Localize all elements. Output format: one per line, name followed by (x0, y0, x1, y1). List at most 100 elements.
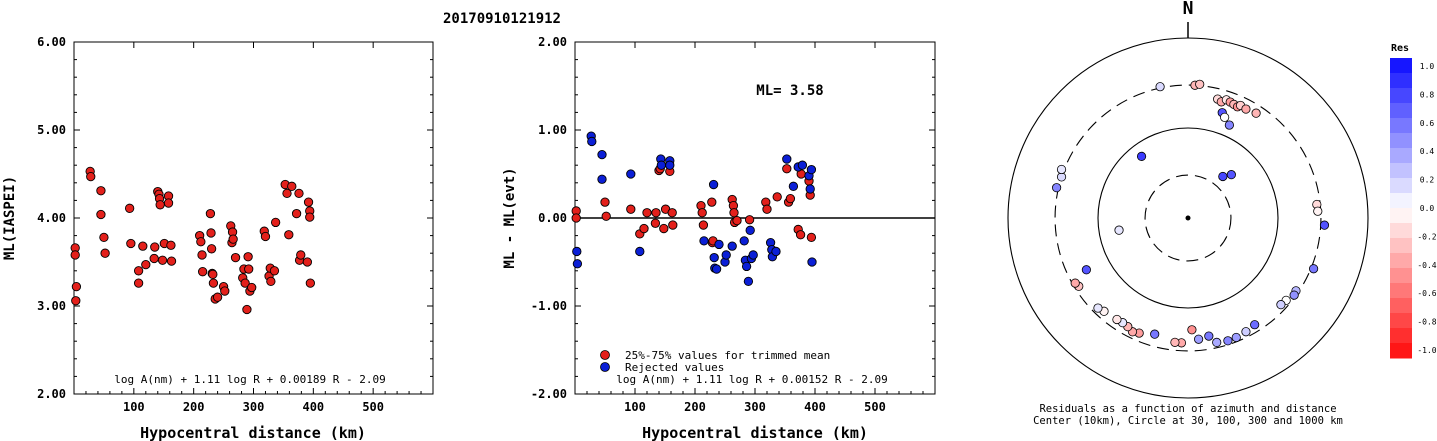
data-point (709, 252, 719, 263)
panel1-points (70, 166, 315, 315)
station-point (1114, 225, 1124, 235)
colorbar-cell (1390, 253, 1412, 269)
data-point (302, 257, 312, 267)
colorbar-tick-label: 1.0 (1420, 62, 1435, 71)
ml-vs-distance-panel: 100 200 300 400 500 2.00 3.00 4.00 5.00 6.00 log … (2, 35, 434, 441)
data-point (772, 192, 782, 202)
data-point (305, 278, 315, 288)
data-point (744, 215, 755, 225)
data-point (667, 208, 677, 218)
data-point (205, 208, 216, 219)
data-point (244, 264, 254, 274)
legend-label-rejected: Rejected values (625, 361, 724, 374)
panel2-xtick-label: 300 (744, 400, 766, 414)
data-point (242, 304, 252, 315)
colorbar-cell (1390, 238, 1412, 254)
data-point (601, 211, 611, 221)
data-point (155, 200, 165, 210)
data-point (699, 236, 709, 246)
polar-residual-panel: N Residuals as a function of azimuth and… (1007, 0, 1369, 427)
station-point (1187, 325, 1197, 335)
station-point (1308, 264, 1319, 274)
ring-30km (1144, 174, 1232, 262)
station-point (1070, 278, 1080, 288)
station-point (1220, 112, 1230, 122)
colorbar-tick-label: 0.0 (1420, 204, 1435, 213)
data-point (651, 208, 661, 218)
panel2-xtick-label: 500 (864, 400, 886, 414)
data-point (133, 266, 144, 276)
colorbar-cell (1390, 118, 1412, 134)
data-point (247, 282, 257, 293)
data-point (149, 253, 159, 264)
colorbar-tick-label: 0.4 (1420, 147, 1435, 156)
data-point (99, 232, 109, 243)
north-label: N (1183, 0, 1194, 19)
station-point (1218, 171, 1228, 182)
data-point (743, 276, 754, 287)
colorbar-cell (1390, 88, 1412, 104)
epicenter-marker (1185, 215, 1191, 221)
colorbar-cell (1390, 103, 1412, 119)
station-point (1136, 151, 1147, 161)
station-point (1150, 329, 1160, 339)
data-point (284, 230, 294, 240)
panel2-xtick-label: 400 (804, 400, 826, 414)
station-point (1052, 183, 1062, 193)
data-point (70, 250, 80, 260)
data-point (96, 209, 106, 220)
data-point (243, 252, 253, 262)
colorbar-cell (1390, 343, 1412, 359)
data-point (708, 179, 719, 190)
panel2-points (571, 131, 817, 287)
station-point (1212, 337, 1222, 347)
data-point (668, 220, 678, 230)
legend-label-trimmed: 25%-75% values for trimmed mean (625, 349, 830, 362)
colorbar-cell (1390, 313, 1412, 329)
panel2-xtick-label: 100 (624, 400, 646, 414)
colorbar-tick-label: -1.0 (1417, 346, 1436, 355)
panel2-ytick-label: 2.00 (538, 35, 567, 49)
station-point (1056, 164, 1067, 175)
data-point (659, 223, 669, 234)
data-point (240, 278, 250, 288)
panel1-xtick-label: 100 (123, 400, 145, 414)
data-point (206, 244, 217, 254)
station-point (1319, 220, 1330, 230)
data-point (291, 208, 302, 219)
panel1-xtick-label: 500 (362, 400, 384, 414)
data-point (697, 208, 707, 218)
station-point (1251, 108, 1261, 118)
colorbar-tick-label: 0.2 (1420, 176, 1435, 185)
data-point (212, 292, 223, 302)
panel2-ytick-label: 0.00 (538, 211, 567, 225)
ring-1000km (1007, 37, 1369, 399)
station-point (1231, 332, 1241, 343)
station-point (1155, 82, 1165, 92)
data-point (626, 169, 636, 179)
data-point (270, 217, 281, 228)
colorbar-cell (1390, 133, 1412, 149)
colorbar-cell (1390, 223, 1412, 239)
station-point (1250, 320, 1260, 330)
legend-swatch-rejected (600, 362, 610, 372)
panel1-xtick-label: 200 (183, 400, 205, 414)
colorbar-label: Res (1391, 43, 1409, 54)
station-point (1224, 120, 1234, 130)
panel1-xtick-label: 300 (243, 400, 265, 414)
data-point (572, 259, 583, 269)
polar-rings (1007, 37, 1369, 399)
polar-caption-line1: Residuals as a function of azimuth and d… (1039, 403, 1336, 415)
data-point (269, 266, 280, 276)
colorbar-cell (1390, 328, 1412, 344)
data-point (698, 220, 709, 230)
data-point (141, 259, 151, 270)
data-point (639, 223, 649, 234)
data-point (96, 186, 106, 196)
panel2-xlabel: Hypocentral distance (km) (642, 424, 868, 441)
panel2-xtick-label: 200 (684, 400, 706, 414)
data-point (296, 250, 306, 260)
panel1-ytick-label: 2.00 (37, 387, 66, 401)
data-point (196, 237, 206, 247)
